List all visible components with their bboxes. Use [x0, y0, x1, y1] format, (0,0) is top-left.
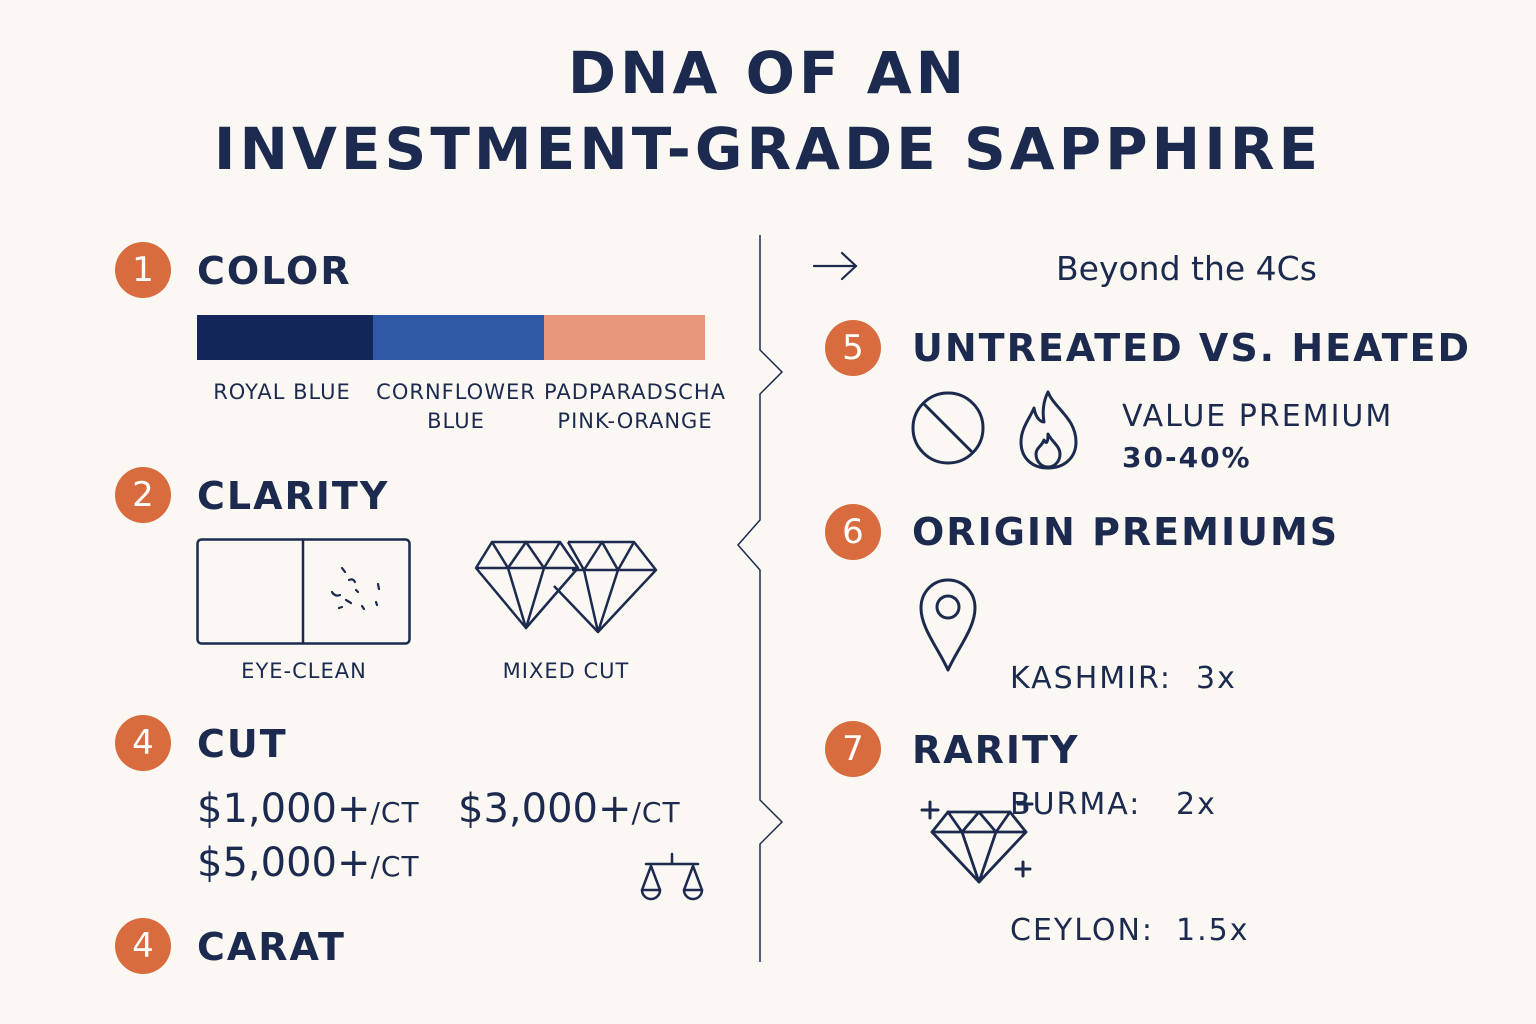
- balance-scale-icon: [640, 852, 704, 901]
- arrow-right-icon: [812, 251, 858, 281]
- value-premium-percent: 30-40%: [1122, 441, 1252, 474]
- origin-list: KASHMIR: 3x BURMA: 2x CEYLON: 1.5x: [1010, 574, 1249, 994]
- origin-heading: ORIGIN PREMIUMS: [912, 510, 1340, 554]
- step-badge-carat: 4: [115, 918, 171, 974]
- swatch-cornflower-blue: [373, 315, 544, 360]
- price-tier-1: $1,000+/CT: [197, 786, 420, 832]
- price-tier-2: $3,000+/CT: [458, 786, 681, 832]
- swatch-label-cornflower: CORNFLOWER BLUE: [376, 380, 536, 433]
- value-premium-label: VALUE PREMIUM: [1122, 399, 1394, 434]
- title-line-1: DNA OF AN: [567, 39, 969, 107]
- step-badge-5: 5: [825, 320, 881, 376]
- swatch-royal-blue: [197, 315, 373, 360]
- flame-icon: [1019, 390, 1078, 470]
- rarity-heading: RARITY: [912, 728, 1080, 772]
- plus-sparkle-icon: [920, 795, 1034, 878]
- color-heading: COLOR: [197, 249, 352, 293]
- untreated-heading: UNTREATED VS. HEATED: [912, 326, 1471, 370]
- carat-heading: CARAT: [197, 925, 346, 969]
- swatch-label-royal-blue: ROYAL BLUE: [213, 380, 351, 404]
- clarity-heading: CLARITY: [197, 474, 390, 518]
- step-badge-6: 6: [825, 504, 881, 560]
- eye-clean-label: EYE-CLEAN: [241, 659, 367, 683]
- step-badge-cut: 4: [115, 715, 171, 771]
- price-tier-3: $5,000+/CT: [197, 840, 420, 886]
- mixed-cut-label: MIXED CUT: [502, 659, 630, 683]
- origin-item-kashmir: KASHMIR: 3x: [1010, 661, 1237, 696]
- origin-item-burma: BURMA: 2x: [1010, 787, 1217, 822]
- title-line-2: INVESTMENT-GRADE SAPPHIRE: [213, 115, 1323, 183]
- rarity-diamond-icon: [920, 795, 1034, 884]
- origin-item-ceylon: CEYLON: 1.5x: [1010, 913, 1250, 948]
- step-badge-1: 1: [115, 242, 171, 298]
- step-badge-2: 2: [115, 467, 171, 523]
- step-badge-7: 7: [825, 721, 881, 777]
- swatch-label-padparadscha: PADPARADSCHA PINK-ORANGE: [544, 380, 726, 433]
- cut-heading: CUT: [197, 722, 288, 766]
- beyond-4cs-caption: Beyond the 4Cs: [1056, 249, 1317, 288]
- prohibited-icon: [911, 391, 985, 465]
- color-swatch-bar: [197, 315, 705, 360]
- mixed-cut-diamond-icon: [474, 540, 658, 634]
- eye-clean-icon: [196, 538, 411, 645]
- swatch-padparadscha: [544, 315, 705, 360]
- location-pin-icon: [919, 578, 977, 672]
